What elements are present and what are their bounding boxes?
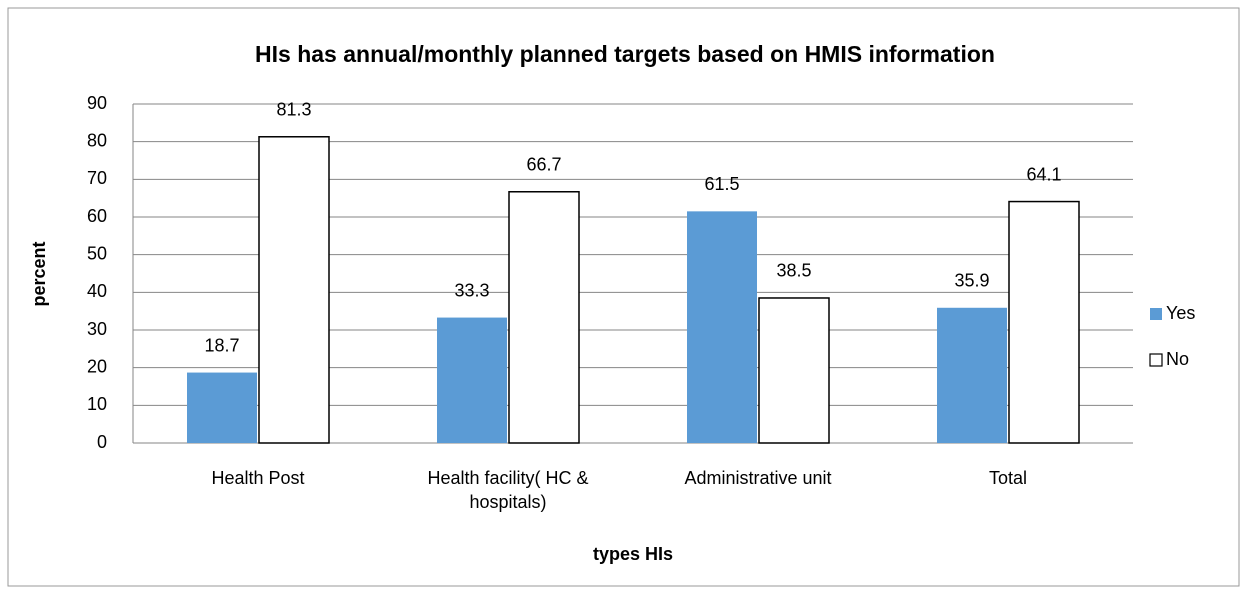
data-label: 66.7: [526, 155, 561, 175]
data-label: 33.3: [454, 280, 489, 300]
y-tick-label: 40: [87, 281, 107, 301]
y-tick-label: 10: [87, 394, 107, 414]
y-tick-label: 60: [87, 206, 107, 226]
y-tick-label: 30: [87, 319, 107, 339]
y-tick-label: 20: [87, 356, 107, 376]
bar: [1008, 200, 1080, 444]
legend-label: No: [1166, 349, 1189, 369]
x-tick-label: Total: [988, 468, 1028, 488]
x-tick-label: Health facility( HC & hospitals): [427, 468, 589, 512]
legend-swatch: [1149, 353, 1163, 367]
y-tick-label: 0: [97, 432, 107, 452]
bar: [187, 372, 257, 443]
x-tick-label: Health Post: [211, 468, 305, 488]
data-label: 38.5: [776, 261, 811, 281]
legend-label: Yes: [1166, 303, 1195, 323]
y-tick-label: 70: [87, 168, 107, 188]
y-tick-label: 80: [87, 130, 107, 150]
data-label: 81.3: [276, 100, 311, 120]
y-axis-title: percent: [29, 241, 49, 306]
y-tick-label: 90: [87, 93, 107, 113]
data-label: 64.1: [1026, 164, 1061, 184]
x-tick-label: Administrative unit: [684, 468, 832, 488]
bar: [258, 136, 330, 444]
data-label: 35.9: [954, 271, 989, 291]
chart-title: HIs has annual/monthly planned targets b…: [255, 41, 995, 67]
data-label: 61.5: [704, 174, 739, 194]
bar: [508, 191, 580, 444]
y-tick-label: 50: [87, 243, 107, 263]
legend-swatch: [1150, 308, 1162, 320]
bar: [937, 307, 1007, 443]
bar: [437, 317, 507, 443]
data-label: 18.7: [204, 335, 239, 355]
x-axis-title: types HIs: [593, 544, 673, 564]
bar: [687, 211, 757, 443]
bar: [758, 297, 830, 444]
